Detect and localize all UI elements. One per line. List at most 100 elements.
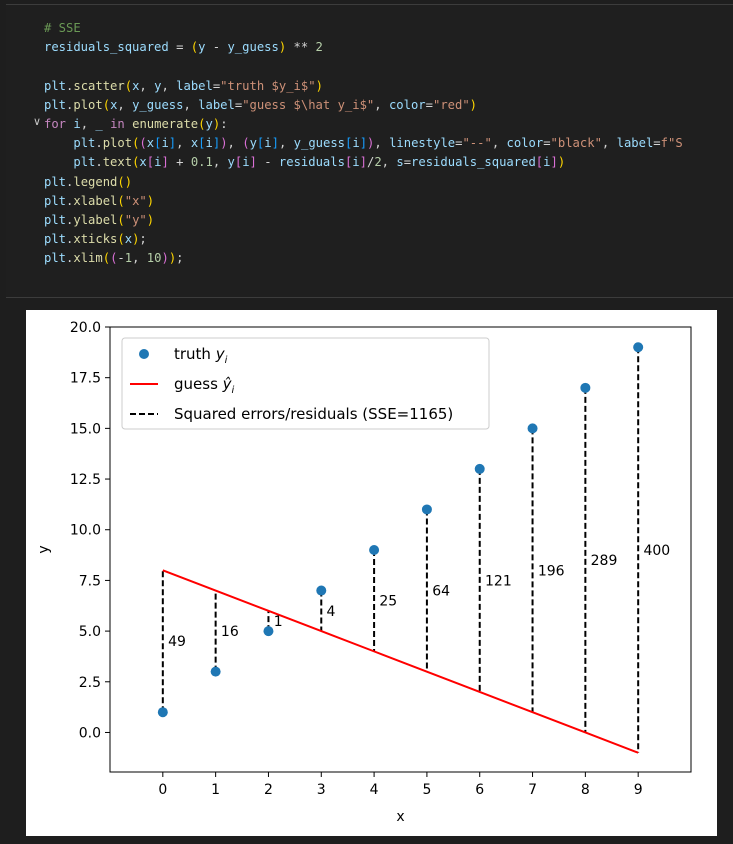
- truth-point: [157, 707, 168, 718]
- code-token: ,: [374, 136, 390, 151]
- code-token: ]: [271, 136, 279, 151]
- code-token: (: [110, 251, 118, 266]
- code-token: i: [161, 136, 169, 151]
- code-token: i: [73, 116, 81, 131]
- code-token: (: [190, 40, 199, 55]
- code-token: =: [455, 136, 463, 151]
- code-token: (: [117, 174, 125, 189]
- code-token: .: [66, 212, 74, 227]
- scatter-plot: 49 16 1 4 25 64 121 196 289 400 0 1 2 3 4 5 6 7 8 9 0.0 2.5 5.…: [36, 320, 692, 825]
- code-editor[interactable]: # SSE residuals_squared = (y - y_guess) *…: [44, 19, 683, 268]
- residual-label: 196: [538, 563, 565, 579]
- code-line[interactable]: for i, _ in enumerate(y):: [44, 115, 683, 134]
- code-token: plt: [44, 97, 67, 112]
- code-token: (: [117, 193, 125, 208]
- code-token: in: [110, 116, 125, 131]
- code-cell[interactable]: ∨ # SSE residuals_squared = (y - y_guess)…: [6, 4, 733, 298]
- code-token: (: [102, 97, 111, 112]
- code-line[interactable]: plt.plot((x[i], x[i]), (y[i], y_guess[i]…: [44, 134, 682, 153]
- code-token: ,: [381, 155, 397, 170]
- code-token: ): [557, 155, 566, 170]
- code-token: plot: [73, 97, 103, 112]
- code-token: y: [227, 155, 235, 170]
- code-line[interactable]: plt.text(x[i] + 0.1, y[i] - residuals[i]…: [44, 153, 683, 172]
- code-token: (: [242, 136, 250, 151]
- code-token: "x": [124, 193, 147, 208]
- code-token: color: [506, 136, 544, 151]
- code-token: (: [117, 212, 125, 227]
- code-token: i: [543, 155, 551, 170]
- code-token: ]: [359, 155, 367, 170]
- code-line[interactable]: [44, 57, 683, 76]
- code-token: ]: [161, 155, 169, 170]
- code-token: ]: [249, 155, 257, 170]
- code-token: **: [286, 40, 316, 55]
- code-token: enumerate: [132, 116, 199, 131]
- code-token: ]: [550, 155, 558, 170]
- code-line[interactable]: plt.legend(): [44, 173, 683, 192]
- legend-label-subscript: i: [225, 355, 228, 366]
- code-token: -: [117, 251, 125, 266]
- code-token: ,: [212, 155, 228, 170]
- code-token: ): [132, 232, 140, 247]
- code-token: .: [66, 97, 74, 112]
- code-token: ylabel: [73, 212, 118, 227]
- x-tick-label: 2: [264, 782, 273, 798]
- y-tick-label: 5.0: [79, 624, 101, 640]
- x-tick-label: 0: [158, 782, 167, 798]
- residual-label: 1: [274, 614, 283, 630]
- code-token: ,: [374, 97, 389, 112]
- guess-line: [162, 569, 639, 754]
- code-token: .: [66, 174, 74, 189]
- code-token: "guess $\hat y_i$": [242, 97, 375, 112]
- code-token: label: [176, 78, 213, 93]
- code-token: ,: [278, 136, 294, 151]
- code-token: i: [205, 136, 213, 151]
- code-token: [125, 117, 132, 131]
- chevron-down-icon[interactable]: ∨: [33, 115, 42, 128]
- code-token: ]: [212, 136, 221, 151]
- truth-point: [527, 423, 538, 434]
- residual-label: 16: [221, 624, 239, 640]
- code-line[interactable]: plt.xticks(x);: [44, 230, 683, 249]
- code-token: x: [190, 136, 199, 151]
- residual-label: 25: [379, 594, 397, 610]
- code-token: plt: [44, 251, 67, 266]
- y-tick-label: 0.0: [79, 725, 101, 741]
- code-token: (: [132, 136, 140, 151]
- legend-marker-truth: [139, 349, 149, 359]
- code-token: y_guess: [227, 40, 279, 55]
- residual-label: 4: [327, 604, 336, 620]
- code-token: [44, 136, 73, 150]
- code-line[interactable]: plt.plot(x, y_guess, label="guess $\hat …: [44, 96, 683, 115]
- legend-label: guess ŷi: [174, 375, 235, 396]
- code-token: .: [95, 136, 103, 151]
- code-token: ): [220, 136, 228, 151]
- code-line[interactable]: plt.ylabel("y"): [44, 211, 683, 230]
- code-token: [103, 117, 110, 131]
- code-token: (: [198, 116, 206, 131]
- x-tick-label: 9: [634, 782, 643, 798]
- code-line[interactable]: plt.scatter(x, y, label="truth $y_i$"): [44, 77, 683, 96]
- code-token: 0.1: [190, 155, 213, 170]
- code-token: 1: [124, 251, 133, 266]
- code-token: [: [234, 155, 243, 170]
- y-tick-label: 10.0: [70, 523, 101, 539]
- code-line[interactable]: plt.xlim((-1, 10));: [44, 249, 683, 268]
- truth-point: [633, 342, 644, 353]
- code-line[interactable]: plt.xlabel("x"): [44, 192, 683, 211]
- truth-point: [580, 382, 591, 393]
- code-line[interactable]: residuals_squared = (y - y_guess) ** 2: [44, 38, 683, 57]
- code-token: [44, 155, 73, 169]
- code-token: ]: [359, 136, 368, 151]
- legend-label-text: Squared errors/residuals (SSE=1165): [174, 405, 453, 423]
- code-token: "truth $y_i$": [220, 78, 316, 93]
- code-token: (: [132, 155, 140, 170]
- code-token: ): [367, 136, 375, 151]
- code-token: ,: [80, 116, 96, 131]
- code-token: y: [198, 40, 206, 55]
- code-token: =: [403, 155, 412, 170]
- code-line[interactable]: # SSE: [44, 19, 683, 38]
- code-token: ): [161, 251, 169, 266]
- code-token: ,: [601, 136, 617, 151]
